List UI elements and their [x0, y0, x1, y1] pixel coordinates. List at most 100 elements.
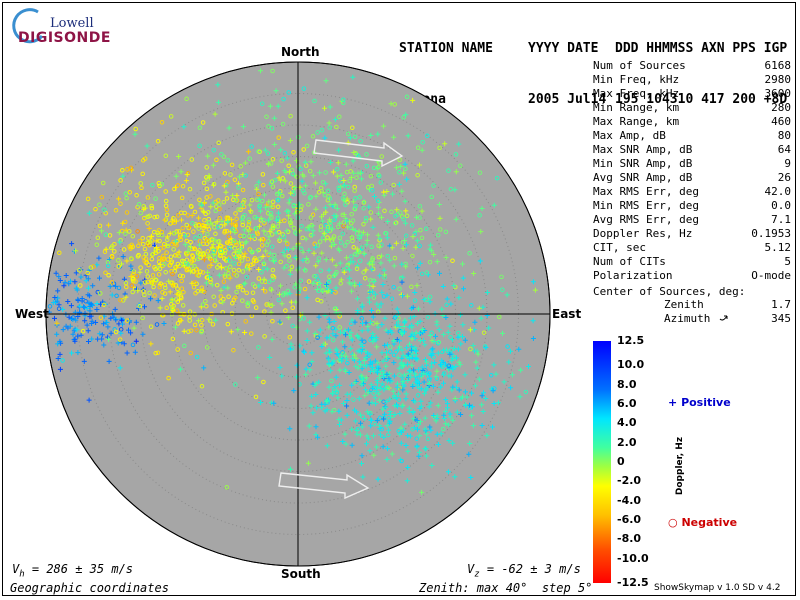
positive-source-point: [416, 306, 421, 312]
positive-source-point: [335, 246, 341, 252]
positive-source-point: [391, 134, 397, 140]
negative-source-point: [425, 436, 431, 442]
negative-source-point: [499, 274, 504, 280]
positive-source-point: [490, 424, 495, 430]
negative-source-point: [232, 261, 237, 266]
positive-source-point: [410, 409, 416, 414]
positive-source-point: [342, 431, 348, 437]
negative-source-point: [318, 224, 324, 229]
negative-source-point: [233, 229, 239, 234]
negative-source-point: [231, 347, 236, 353]
positive-source-point: [428, 427, 434, 433]
positive-source-point: [285, 247, 291, 252]
negative-source-point: [361, 206, 366, 211]
positive-source-point: [243, 239, 249, 245]
negative-source-point: [175, 286, 180, 291]
negative-source-point: [131, 269, 137, 274]
negative-source-point: [164, 237, 170, 243]
positive-source-point: [376, 391, 382, 397]
negative-source-point: [77, 268, 82, 273]
stat-label: Polarization: [593, 269, 673, 282]
stat-label: Num of Sources: [593, 59, 686, 72]
negative-source-point: [190, 221, 195, 226]
negative-source-point: [287, 258, 292, 263]
positive-source-point: [272, 142, 278, 147]
positive-source-point: [223, 189, 229, 195]
negative-source-point: [423, 226, 429, 232]
positive-source-point: [369, 385, 375, 391]
negative-source-point: [318, 268, 324, 273]
negative-source-point: [351, 245, 356, 250]
positive-source-point: [276, 236, 282, 242]
negative-source-point: [276, 135, 281, 140]
negative-source-point: [418, 227, 423, 233]
negative-source-point: [116, 264, 122, 269]
positive-source-point: [429, 248, 435, 254]
positive-source-point: [183, 178, 189, 184]
negative-source-point: [236, 207, 241, 212]
negative-source-point: [177, 234, 183, 240]
stat-label: Max Range, km: [593, 115, 680, 128]
colorbar-tick-label: 10.0: [617, 358, 645, 372]
negative-source-point: [102, 249, 108, 254]
negative-source-point: [343, 202, 348, 207]
negative-source-point: [113, 208, 119, 213]
negative-source-point: [131, 271, 136, 277]
positive-source-point: [181, 124, 187, 130]
positive-source-point: [277, 319, 283, 325]
negative-source-point: [261, 266, 267, 271]
positive-source-point: [135, 288, 141, 294]
positive-source-point: [405, 133, 411, 139]
negative-source-point: [153, 350, 158, 356]
positive-source-point: [358, 341, 364, 347]
positive-source-point: [470, 423, 476, 429]
negative-source-point: [151, 284, 156, 290]
negative-source-point: [288, 181, 294, 186]
positive-source-point: [414, 283, 420, 289]
positive-source-point: [352, 283, 358, 289]
negative-source-point: [291, 150, 296, 155]
negative-source-point: [281, 292, 286, 298]
negative-source-point: [141, 289, 146, 294]
negative-source-point: [227, 264, 233, 270]
negative-source-point: [240, 187, 246, 193]
positive-source-point: [225, 256, 231, 262]
positive-source-point: [472, 319, 478, 325]
negative-source-point: [338, 281, 343, 286]
negative-source-point: [249, 331, 254, 336]
negative-source-point: [162, 282, 168, 288]
negative-source-point: [276, 297, 282, 303]
positive-source-point: [392, 412, 398, 417]
positive-source-point: [472, 383, 478, 389]
negative-source-point: [143, 251, 149, 257]
negative-source-point: [230, 301, 235, 306]
positive-source-point: [410, 97, 416, 103]
positive-source-point: [480, 304, 486, 310]
positive-source-point: [397, 344, 402, 350]
negative-source-point: [226, 294, 231, 299]
positive-source-point: [379, 289, 385, 295]
negative-source-point: [171, 247, 176, 252]
positive-source-point: [456, 295, 462, 301]
negative-source-point: [497, 314, 502, 320]
negative-source-point: [396, 397, 402, 402]
stat-label: Max Amp, dB: [593, 129, 666, 142]
positive-source-point: [82, 318, 88, 324]
positive-source-point: [453, 169, 459, 175]
positive-source-point: [391, 373, 397, 379]
negative-source-point: [435, 232, 441, 238]
negative-source-point: [260, 172, 266, 177]
negative-source-point: [109, 280, 115, 285]
velocity-arrow-north: [313, 139, 404, 168]
negative-source-point: [392, 102, 397, 107]
positive-source-point: [241, 254, 247, 260]
positive-source-point: [415, 265, 421, 271]
positive-source-point: [400, 387, 406, 393]
positive-source-point: [402, 161, 408, 167]
negative-source-point: [320, 288, 325, 293]
stat-label: Max Freq, kHz: [593, 87, 680, 100]
colorbar-tick-label: 2.0: [617, 435, 637, 449]
positive-source-point: [229, 221, 235, 227]
negative-source-point: [283, 308, 288, 313]
negative-source-point: [340, 212, 345, 218]
